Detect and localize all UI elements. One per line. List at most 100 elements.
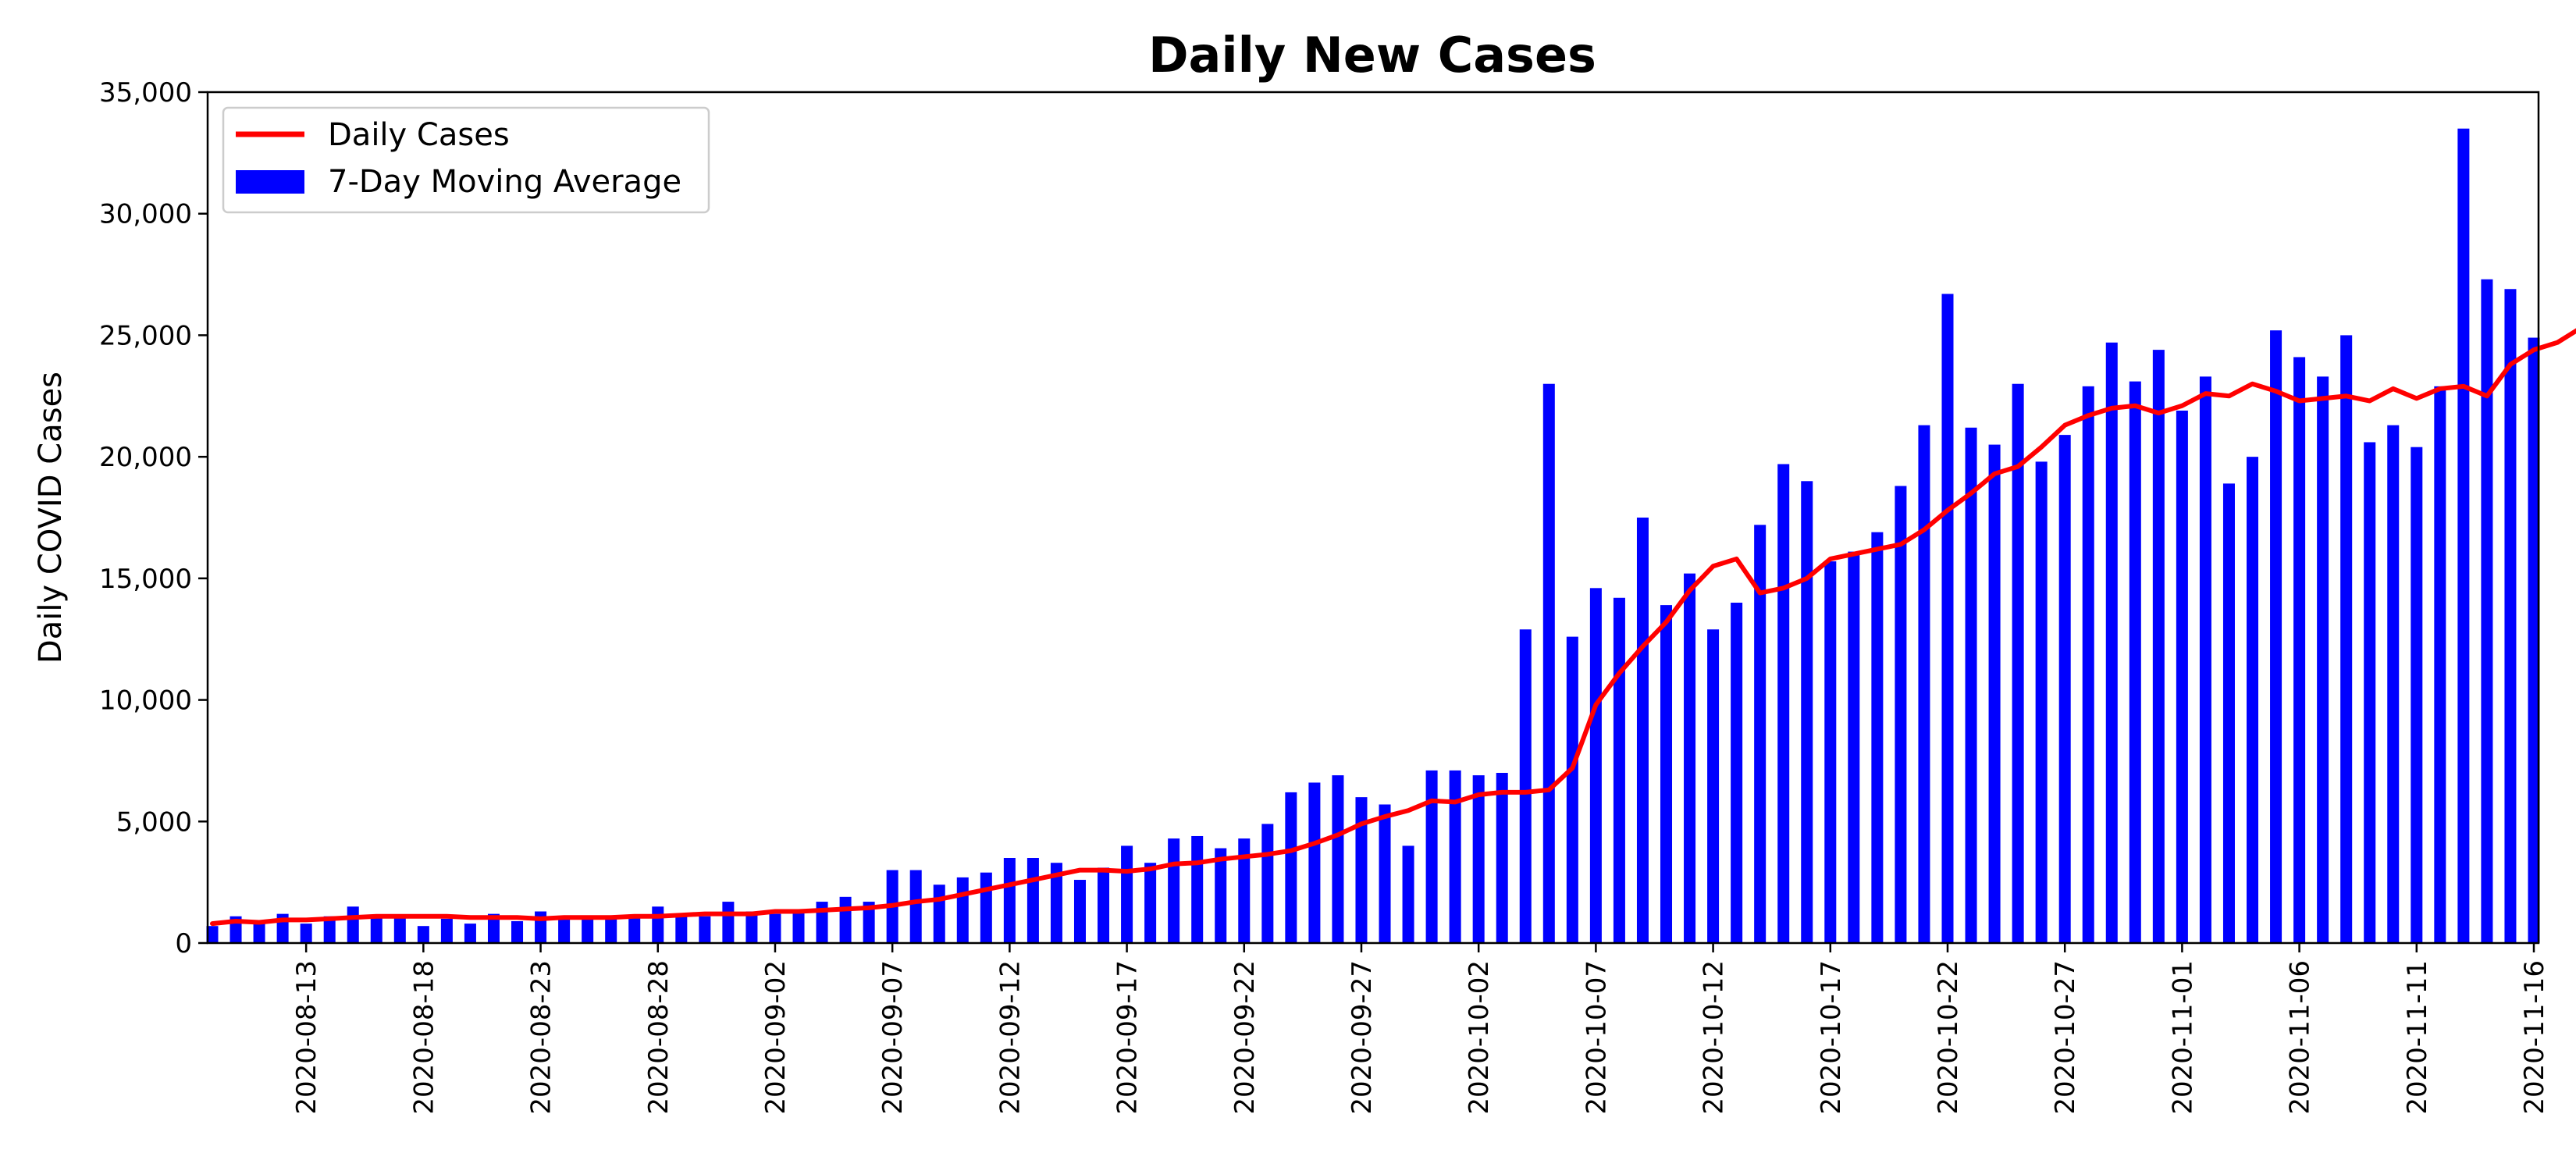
bar xyxy=(1801,481,1813,943)
bar xyxy=(1684,573,1696,943)
x-tick-label: 2020-11-01 xyxy=(2167,960,2198,1115)
bar xyxy=(253,920,265,943)
bar xyxy=(1824,561,1837,943)
x-tick-label: 2020-10-22 xyxy=(1933,960,1964,1115)
y-axis-label: Daily COVID Cases xyxy=(33,372,69,664)
bar xyxy=(393,916,406,943)
bar xyxy=(1613,597,1625,943)
bar xyxy=(323,916,336,943)
bar xyxy=(558,916,571,943)
x-tick-label: 2020-11-11 xyxy=(2402,960,2433,1115)
bar xyxy=(792,911,805,943)
legend-bar-swatch xyxy=(236,170,304,194)
bar xyxy=(1285,792,1297,943)
bar xyxy=(1895,486,1907,943)
x-axis-ticks: 2020-08-13 2020-08-18 2020-08-23 2020-08-28… xyxy=(291,943,2550,1115)
bar xyxy=(1121,845,1133,943)
y-tick-label: 15,000 xyxy=(99,564,192,595)
bar xyxy=(839,896,852,943)
bar xyxy=(652,906,664,943)
bar xyxy=(2457,128,2470,944)
daily-cases-line xyxy=(210,328,2576,927)
x-tick-label: 2020-11-06 xyxy=(2285,960,2316,1115)
bar xyxy=(2222,483,2235,943)
bar xyxy=(722,902,735,943)
bar xyxy=(1589,588,1602,943)
bar xyxy=(1941,294,1954,943)
bar xyxy=(2434,386,2446,944)
bar xyxy=(1848,551,1860,943)
bar xyxy=(464,924,476,943)
bar xyxy=(2105,342,2118,943)
x-tick-label: 2020-09-07 xyxy=(877,960,909,1115)
bar xyxy=(1566,636,1578,943)
y-tick-label: 0 xyxy=(175,928,192,959)
y-tick-label: 5,000 xyxy=(116,806,192,838)
bar xyxy=(1355,797,1368,943)
x-tick-label: 2020-08-13 xyxy=(291,960,322,1115)
bar xyxy=(347,906,359,943)
bar xyxy=(863,902,875,943)
bar xyxy=(2340,335,2353,943)
bar xyxy=(1379,804,1391,943)
legend-label-daily-cases: Daily Cases xyxy=(328,117,510,153)
bar xyxy=(699,916,711,943)
bar xyxy=(769,913,781,943)
bar xyxy=(1073,880,1086,943)
bar xyxy=(1098,867,1110,943)
bar xyxy=(1191,835,1204,943)
bar xyxy=(2481,279,2493,943)
bar xyxy=(1144,863,1157,943)
legend: Daily Cases 7-Day Moving Average xyxy=(222,106,710,214)
x-tick-label: 2020-10-07 xyxy=(1581,960,1612,1115)
y-tick-label: 35,000 xyxy=(99,77,192,109)
bar xyxy=(1707,629,1720,943)
bar xyxy=(2270,330,2282,943)
bar xyxy=(1402,845,1414,943)
bar xyxy=(2012,383,2024,944)
bar xyxy=(2176,410,2188,943)
bar xyxy=(2247,457,2259,943)
legend-label-moving-average: 7-Day Moving Average xyxy=(328,164,681,200)
bar xyxy=(1496,773,1508,943)
x-tick-label: 2020-10-02 xyxy=(1464,960,1495,1115)
bar-series xyxy=(206,128,2540,944)
bar xyxy=(1754,525,1767,943)
bar xyxy=(2082,386,2094,944)
x-tick-label: 2020-11-16 xyxy=(2519,960,2550,1115)
bar xyxy=(980,872,992,943)
x-tick-label: 2020-10-27 xyxy=(2050,960,2081,1115)
bar xyxy=(1168,838,1180,943)
x-tick-label: 2020-08-23 xyxy=(526,960,557,1115)
bar xyxy=(2387,425,2400,943)
plot-frame xyxy=(206,91,2540,945)
bar xyxy=(1332,775,1344,943)
legend-box xyxy=(222,106,710,214)
bar xyxy=(1871,532,1884,943)
bar xyxy=(417,926,429,943)
x-tick-label: 2020-08-18 xyxy=(408,960,439,1115)
y-tick-label: 10,000 xyxy=(99,685,192,717)
bar xyxy=(1988,444,2001,943)
bar xyxy=(1425,770,1438,943)
bar xyxy=(956,877,969,943)
bar xyxy=(1777,464,1790,943)
bar xyxy=(206,926,219,943)
bar xyxy=(1519,629,1532,943)
chart-title: Daily New Cases xyxy=(1148,27,1596,84)
bar xyxy=(1026,858,1039,943)
bar xyxy=(1731,603,1743,943)
bar xyxy=(2364,442,2376,943)
line-series xyxy=(210,328,2576,927)
bar xyxy=(1050,863,1062,943)
bar xyxy=(1003,858,1016,943)
bar xyxy=(300,924,312,943)
bar xyxy=(1472,775,1485,943)
bar xyxy=(487,913,500,943)
x-tick-label: 2020-09-02 xyxy=(760,960,792,1115)
x-tick-label: 2020-09-27 xyxy=(1347,960,1378,1115)
y-tick-label: 20,000 xyxy=(99,442,192,473)
bar xyxy=(628,916,641,943)
y-axis-ticks: 0 5,000 10,000 15,000 20,000 25,000 30,000 35,0… xyxy=(99,77,208,959)
